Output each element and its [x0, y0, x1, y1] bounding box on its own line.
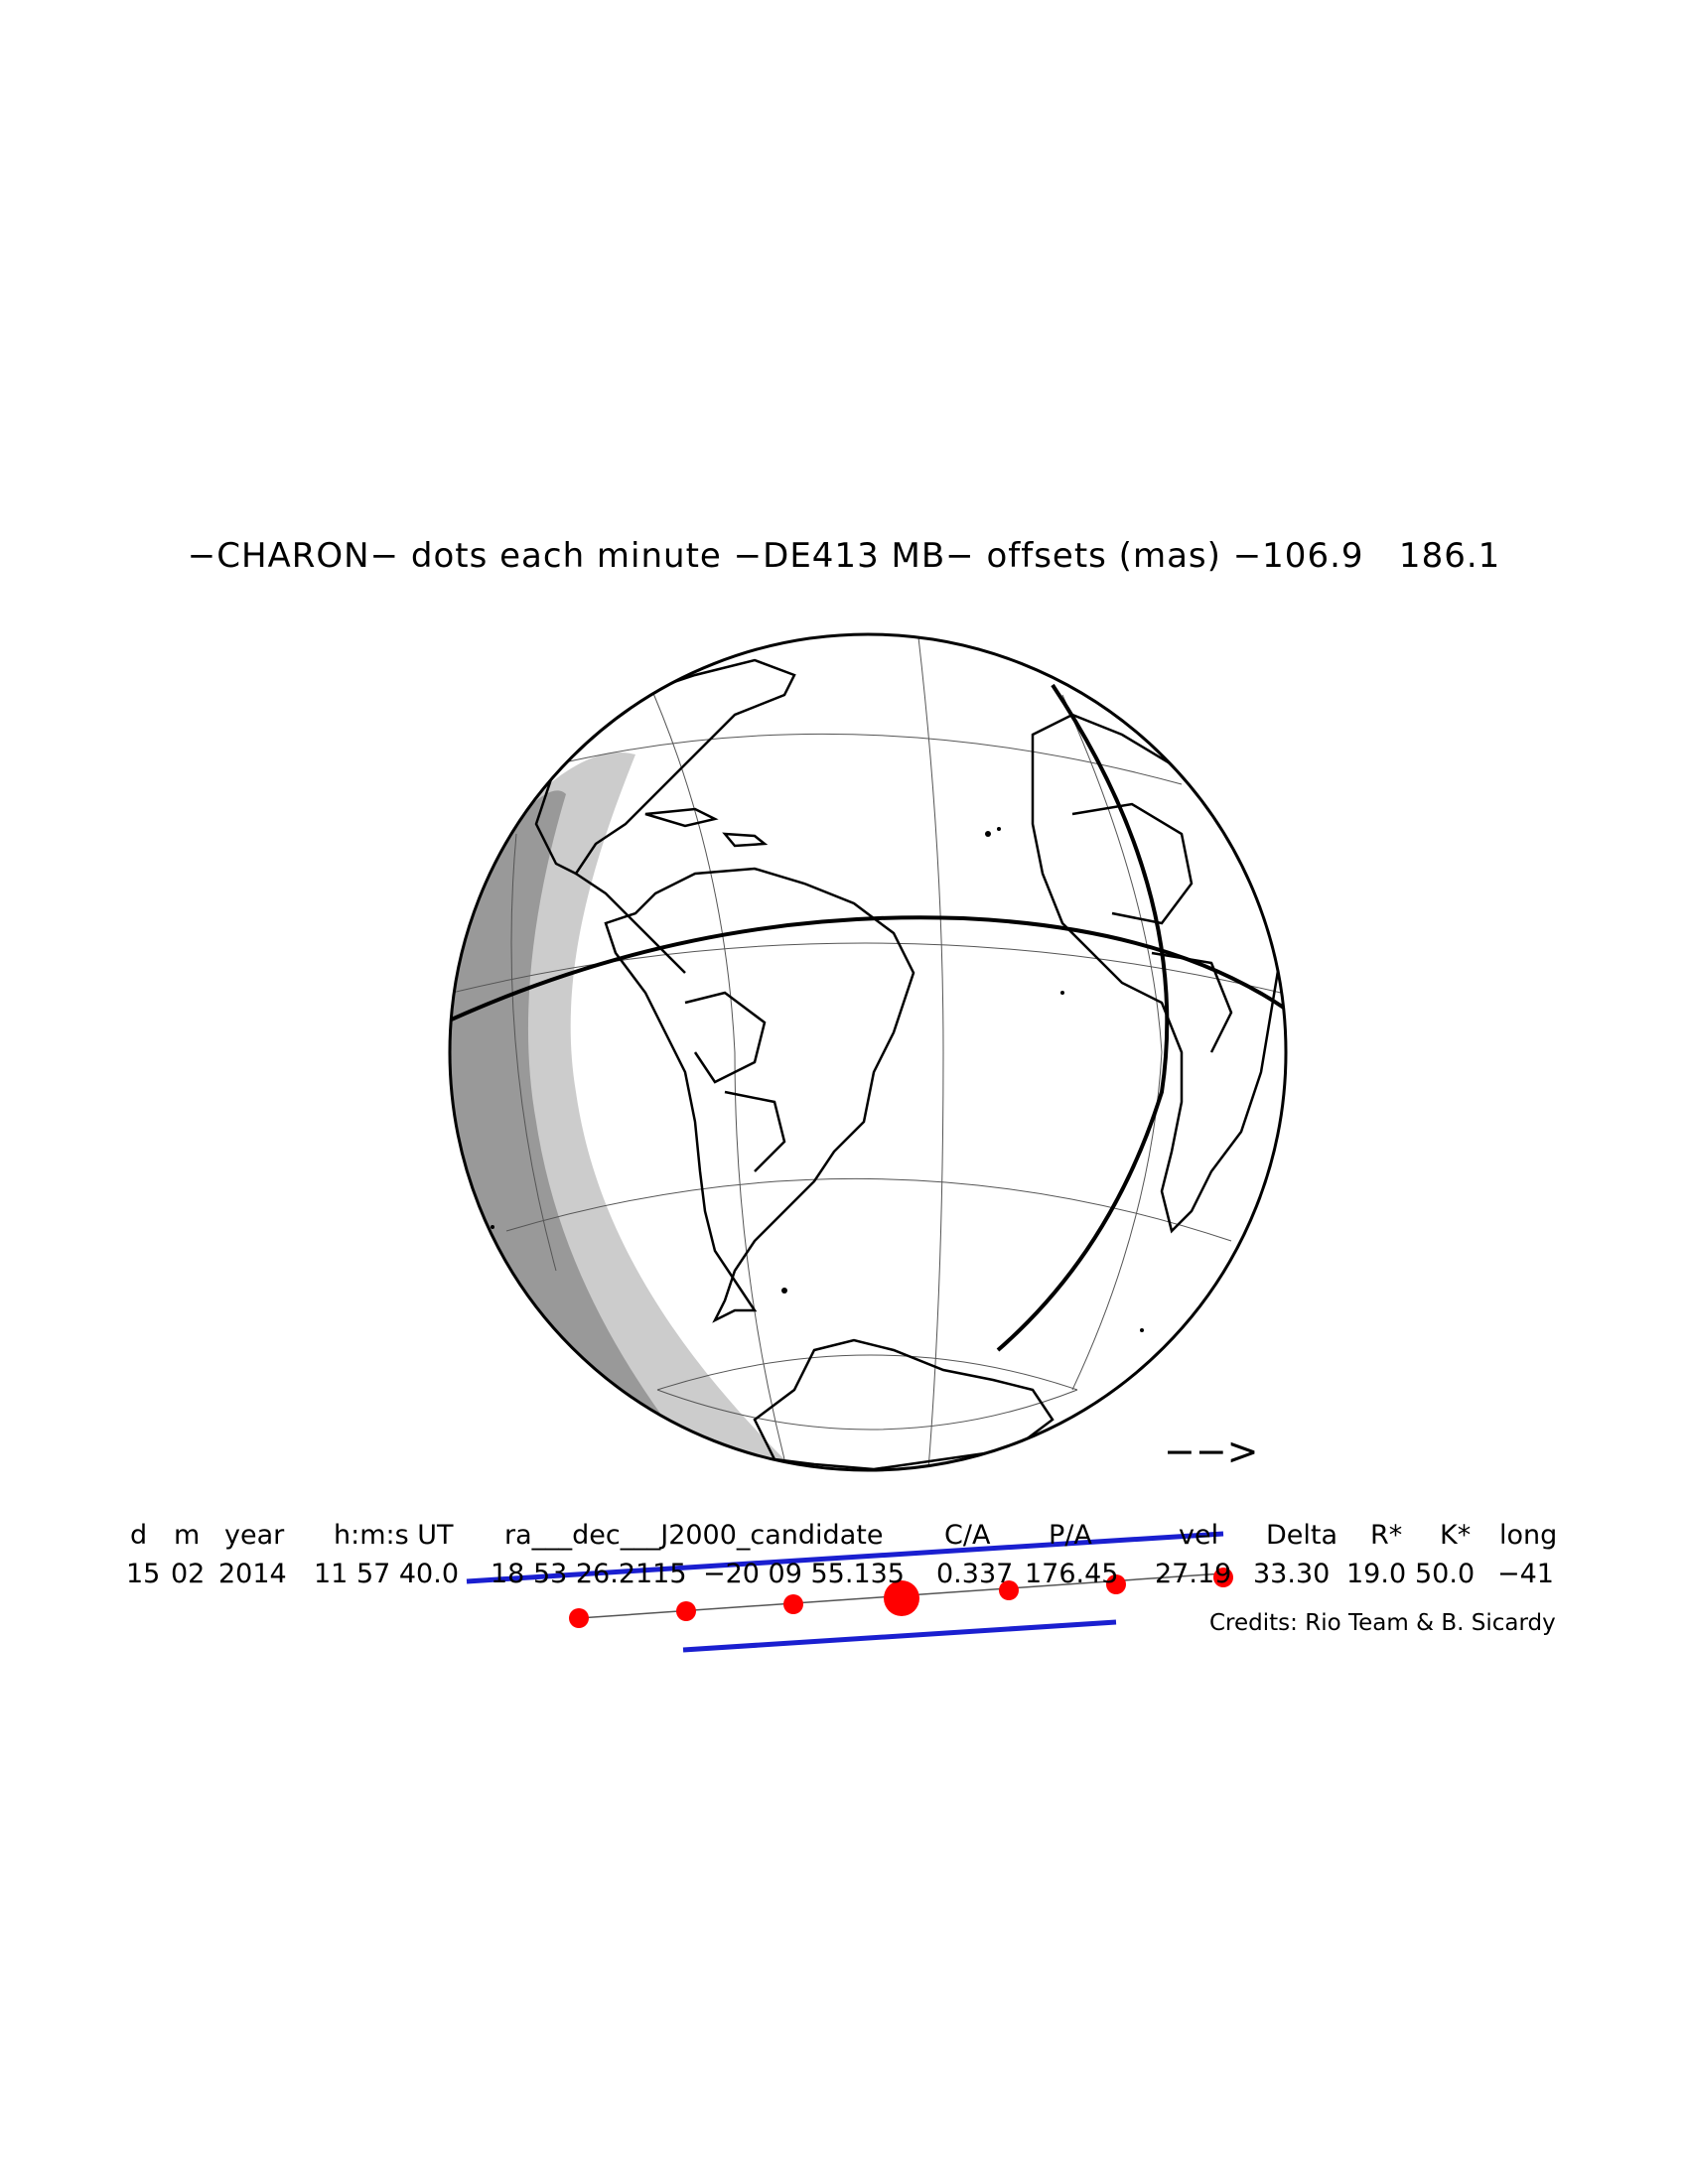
plot-title: −CHARON− dots each minute −DE413 MB− off…: [187, 536, 1501, 576]
value-d: 15: [126, 1559, 161, 1589]
globe: [448, 632, 1288, 1472]
value-rstar: 19.0: [1346, 1559, 1407, 1589]
header-m: m: [174, 1520, 201, 1551]
header-time: h:m:s UT: [334, 1520, 454, 1551]
value-vel: 27.19: [1155, 1559, 1232, 1589]
shadow-path-north: [466, 1531, 1224, 1584]
minute-dot: [676, 1601, 696, 1621]
shadow-limit-south: [996, 683, 1170, 1352]
value-year: 2014: [218, 1559, 287, 1589]
header-radec: ra___dec___J2000_candidate: [504, 1520, 884, 1551]
header-pa: P/A: [1049, 1520, 1092, 1551]
header-delta: Delta: [1266, 1520, 1338, 1551]
minute-dot-closest-approach: [884, 1580, 919, 1616]
minute-dot: [1106, 1574, 1126, 1594]
value-time: 11 57 40.0: [314, 1559, 459, 1589]
value-ra: 18 53 26.2115: [491, 1559, 687, 1589]
header-d: d: [130, 1520, 148, 1551]
graticule: [451, 636, 1282, 1470]
shadow-path-south: [682, 1619, 1117, 1653]
credits-text: Credits: Rio Team & B. Sicardy: [1209, 1610, 1556, 1636]
header-long: long: [1499, 1520, 1558, 1551]
value-kstar: 50.0: [1415, 1559, 1476, 1589]
minute-dot: [569, 1608, 589, 1628]
header-year: year: [224, 1520, 285, 1551]
header-ca: C/A: [944, 1520, 991, 1551]
minute-dot: [999, 1580, 1019, 1600]
header-rstar: R*: [1370, 1520, 1403, 1551]
value-m: 02: [171, 1559, 206, 1589]
minute-dot: [783, 1594, 803, 1614]
header-kstar: K*: [1440, 1520, 1472, 1551]
value-long: −41: [1497, 1559, 1554, 1589]
minute-dot: [1213, 1568, 1233, 1587]
value-delta: 33.30: [1253, 1559, 1331, 1589]
header-vel: vel: [1179, 1520, 1219, 1551]
minute-dots: [569, 1568, 1233, 1628]
shadow-limit-north: [450, 915, 1286, 1024]
value-dec: −20 09 55.135: [703, 1559, 905, 1589]
value-pa: 176.45: [1025, 1559, 1119, 1589]
motion-direction-arrow: −−>: [1164, 1430, 1259, 1473]
islands: [491, 827, 1144, 1332]
value-ca: 0.337: [936, 1559, 1014, 1589]
